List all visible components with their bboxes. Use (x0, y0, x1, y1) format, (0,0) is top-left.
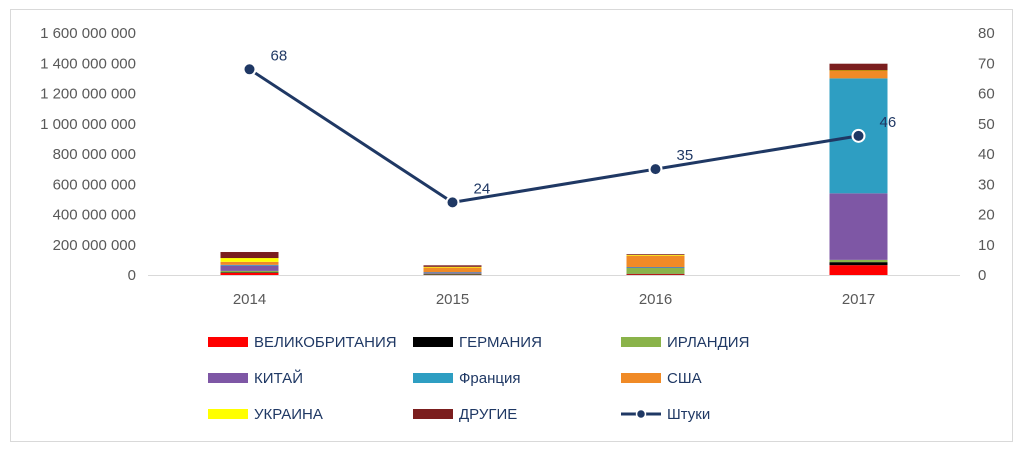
legend-swatch (208, 373, 248, 383)
legend-swatch (208, 409, 248, 419)
line-data-label: 46 (880, 114, 897, 131)
bar-segment (220, 270, 279, 273)
bar-segment (220, 272, 279, 275)
legend-swatch (621, 337, 661, 347)
bar-segment (829, 259, 888, 263)
legend-swatch (621, 373, 661, 383)
bar-segment (626, 267, 685, 274)
legend-label: Франция (459, 370, 520, 387)
bar-segment (829, 262, 888, 266)
bar-segment (626, 273, 685, 275)
y-left-tick-label: 1 000 000 000 (40, 116, 136, 133)
bar-segment (423, 272, 482, 273)
bar-segment (220, 265, 279, 271)
legend-line-marker (635, 408, 647, 420)
legend-label: КИТАЙ (254, 369, 303, 387)
y-right-tick-label: 30 (978, 176, 995, 193)
y-left-tick-label: 600 000 000 (53, 176, 136, 193)
bar-segment (423, 266, 482, 268)
x-tick-label: 2017 (842, 291, 875, 308)
y-left-tick-label: 400 000 000 (53, 207, 136, 224)
legend-label: ВЕЛИКОБРИТАНИЯ (254, 334, 397, 351)
y-left-tick-label: 0 (128, 267, 136, 284)
bar-segment (626, 255, 685, 267)
bar-segment (220, 258, 279, 262)
line-data-label: 68 (271, 47, 288, 64)
legend-swatch (208, 337, 248, 347)
y-left-tick-label: 1 200 000 000 (40, 86, 136, 103)
bar-segment (626, 254, 685, 255)
y-right-tick-label: 0 (978, 267, 986, 284)
legend-label: ДРУГИЕ (459, 406, 517, 423)
bar-segment (829, 70, 888, 72)
bar-segment (220, 272, 279, 273)
bar-segment (423, 272, 482, 274)
x-tick-label: 2014 (233, 291, 266, 308)
legend-swatch (413, 337, 453, 347)
bar-segment (220, 252, 279, 259)
legend-label: УКРАИНА (254, 406, 323, 423)
y-right-tick-label: 20 (978, 207, 995, 224)
line-point (445, 195, 460, 210)
bar-segment (220, 261, 279, 265)
legend-swatch (413, 373, 453, 383)
line-point (851, 128, 866, 143)
x-tick-label: 2016 (639, 291, 672, 308)
x-tick-label: 2015 (436, 291, 469, 308)
y-right-tick-label: 80 (978, 25, 995, 42)
bar-segment (423, 274, 482, 275)
line-series (248, 68, 859, 204)
bar-segment (626, 266, 685, 268)
y-right-tick-label: 40 (978, 146, 995, 163)
y-left-tick-label: 1 400 000 000 (40, 55, 136, 72)
bar-segment (423, 267, 482, 273)
bar-segment (626, 254, 685, 256)
bar-segment (626, 274, 685, 275)
bar-segment (829, 265, 888, 275)
y-right-tick-label: 60 (978, 86, 995, 103)
y-left-tick-label: 1 600 000 000 (40, 25, 136, 42)
legend-label: ИРЛАНДИЯ (667, 334, 749, 351)
bar-segment (829, 193, 888, 260)
bar-segment (829, 70, 888, 79)
legend-label: США (667, 370, 702, 387)
line-point (242, 62, 257, 77)
bar-segment (423, 265, 482, 267)
bar-segment (220, 264, 279, 266)
line-point (648, 162, 663, 177)
y-left-tick-label: 800 000 000 (53, 146, 136, 163)
legend-swatch (413, 409, 453, 419)
bar-segment (423, 273, 482, 275)
bar-segment (626, 267, 685, 268)
y-left-tick-label: 200 000 000 (53, 237, 136, 254)
y-right-tick-label: 10 (978, 237, 995, 254)
legend-label: Штуки (667, 406, 710, 423)
line-data-label: 35 (677, 147, 694, 164)
legend-label: ГЕРМАНИЯ (459, 334, 542, 351)
bar-segment (829, 63, 888, 71)
line-data-label: 24 (474, 180, 491, 197)
y-right-tick-label: 70 (978, 55, 995, 72)
y-right-tick-label: 50 (978, 116, 995, 133)
